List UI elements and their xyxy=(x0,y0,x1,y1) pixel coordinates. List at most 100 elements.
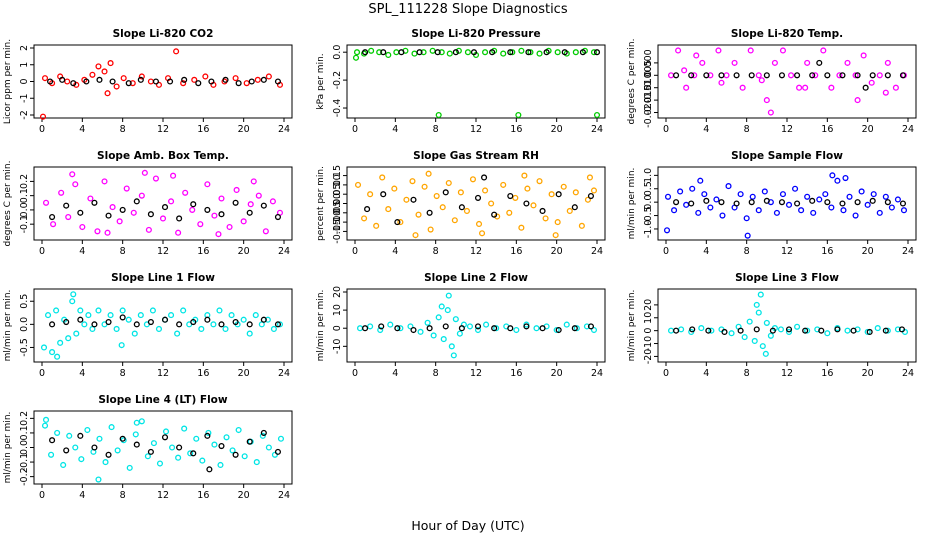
y-tick-label: -1 xyxy=(19,94,30,103)
data-point xyxy=(181,425,188,432)
data-point xyxy=(199,457,206,464)
data-point xyxy=(673,327,680,334)
data-point xyxy=(850,327,857,334)
data-point xyxy=(215,231,222,238)
data-point xyxy=(377,326,384,334)
data-point xyxy=(147,448,154,455)
y-axis-label: ml/min per min. xyxy=(627,290,637,362)
data-point xyxy=(415,211,422,218)
data-point xyxy=(107,312,114,319)
y-tick-label: 20 xyxy=(332,286,343,298)
data-point xyxy=(174,330,181,337)
data-point xyxy=(410,326,417,334)
data-point xyxy=(708,327,715,334)
data-point xyxy=(470,49,478,56)
data-point xyxy=(398,49,405,56)
data-point xyxy=(65,213,72,221)
data-point xyxy=(434,49,441,56)
data-point xyxy=(54,429,61,436)
data-point xyxy=(796,84,803,91)
data-point xyxy=(107,60,114,67)
data-point xyxy=(73,81,80,88)
x-tick-label: 20 xyxy=(238,490,250,501)
x-tick-label: 12 xyxy=(781,246,793,257)
data-point xyxy=(725,183,732,190)
data-point xyxy=(804,193,811,200)
data-point xyxy=(548,191,555,198)
data-point xyxy=(876,72,883,79)
x-tick-label: 24 xyxy=(278,124,290,135)
data-point xyxy=(778,72,786,79)
panel-title: Slope Li-820 Temp. xyxy=(731,28,843,40)
plot-frame xyxy=(346,166,606,241)
data-point xyxy=(147,211,154,218)
data-point xyxy=(364,206,371,213)
data-point xyxy=(49,321,56,328)
data-point xyxy=(91,199,98,206)
data-point xyxy=(125,80,132,87)
data-point xyxy=(147,318,154,326)
y-tick-label: 0.10 xyxy=(332,174,343,195)
data-point xyxy=(506,209,513,216)
data-point xyxy=(451,217,458,224)
data-point xyxy=(72,181,79,188)
data-point xyxy=(141,169,148,176)
data-point xyxy=(539,325,546,332)
data-point xyxy=(824,330,831,337)
data-point xyxy=(145,226,152,233)
x-tick-label: 0 xyxy=(39,124,45,135)
data-point xyxy=(689,185,696,192)
data-point xyxy=(147,78,154,85)
data-point xyxy=(379,174,386,181)
data-point xyxy=(41,75,49,82)
y-axis-label: degrees C per min. xyxy=(3,161,13,247)
x-tick-label: 4 xyxy=(79,124,85,135)
data-point xyxy=(876,209,883,216)
y-tick-label: -10 xyxy=(643,336,654,352)
x-tick-label: 20 xyxy=(551,368,563,379)
data-point xyxy=(518,224,525,231)
y-tick-label: 0 xyxy=(332,325,343,331)
y-tick-label: 2 xyxy=(19,45,30,51)
data-point xyxy=(133,321,140,328)
data-point xyxy=(260,202,267,209)
data-point xyxy=(426,325,433,332)
data-point xyxy=(113,325,120,333)
data-point xyxy=(824,72,831,79)
data-point xyxy=(79,223,86,231)
data-point xyxy=(373,222,380,229)
data-point xyxy=(869,72,876,79)
data-point xyxy=(543,49,550,56)
data-point xyxy=(446,50,453,57)
data-point xyxy=(232,75,239,82)
data-point xyxy=(762,350,769,357)
data-point xyxy=(894,196,901,203)
data-point xyxy=(458,325,465,332)
data-point xyxy=(403,196,410,203)
data-point xyxy=(689,326,696,333)
data-point xyxy=(58,189,65,196)
data-point xyxy=(149,307,156,314)
data-point xyxy=(561,49,568,56)
data-point xyxy=(226,223,233,231)
data-point xyxy=(426,209,433,216)
x-tick-label: 4 xyxy=(392,246,398,257)
data-point xyxy=(809,72,816,79)
data-point xyxy=(385,206,392,213)
data-point xyxy=(697,177,704,184)
data-point xyxy=(211,212,218,219)
data-point xyxy=(270,325,277,333)
x-tick-label: 20 xyxy=(551,246,563,257)
data-point xyxy=(721,328,728,335)
data-point xyxy=(189,206,196,213)
data-point xyxy=(85,312,92,319)
data-point xyxy=(705,327,712,334)
x-tick-label: 8 xyxy=(433,246,439,257)
x-tick-label: 16 xyxy=(197,368,209,379)
y-tick-label: 10 xyxy=(332,304,343,316)
data-point xyxy=(241,453,248,460)
data-point xyxy=(105,318,112,326)
data-point xyxy=(133,419,140,426)
data-point xyxy=(420,49,427,56)
data-point xyxy=(274,448,282,455)
